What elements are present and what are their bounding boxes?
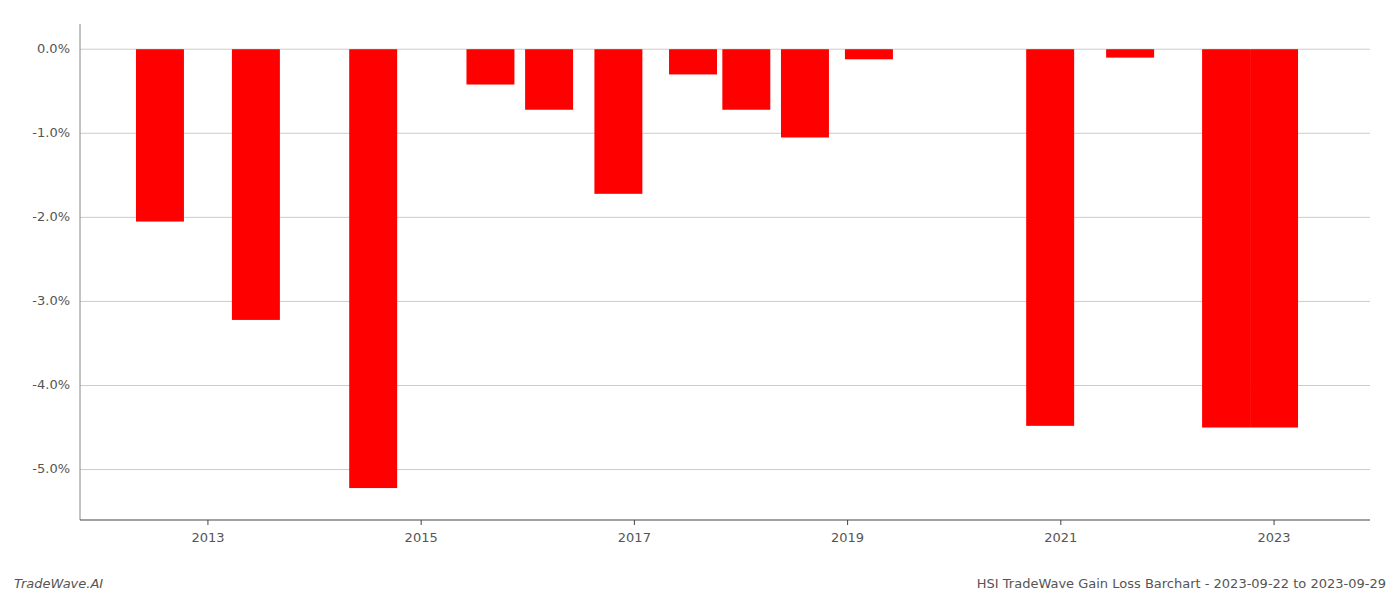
y-tick-label: 0.0% (37, 41, 70, 56)
grid-line (80, 385, 1370, 386)
x-tick-label: 2013 (191, 530, 224, 545)
x-tick (421, 520, 422, 525)
bars (136, 49, 1298, 488)
bar (349, 49, 397, 488)
footer-left: TradeWave.AI (14, 576, 103, 591)
x-tick (1274, 520, 1275, 525)
bar (232, 49, 280, 320)
x-tick-label: 2017 (618, 530, 651, 545)
footer-right: HSI TradeWave Gain Loss Barchart - 2023-… (977, 576, 1386, 591)
x-tick-label: 2019 (831, 530, 864, 545)
bar (525, 49, 573, 110)
bar (669, 49, 717, 74)
y-tick-label: -1.0% (32, 125, 70, 140)
bar (1250, 49, 1298, 427)
bar (722, 49, 770, 110)
x-tick-label: 2023 (1258, 530, 1291, 545)
bar (845, 49, 893, 59)
grid (80, 49, 1370, 469)
x-tick-label: 2021 (1044, 530, 1077, 545)
x-axis: 2013 2015 2017 2019 2021 2023 (80, 520, 1370, 545)
y-tick-label: -3.0% (32, 293, 70, 308)
bar (136, 49, 184, 221)
x-tick (1060, 520, 1061, 525)
x-tick (634, 520, 635, 525)
x-tick (847, 520, 848, 525)
bar (1106, 49, 1154, 57)
y-axis-line (80, 24, 81, 520)
bar (594, 49, 642, 194)
y-axis: 0.0% -1.0% -2.0% -3.0% -4.0% -5.0% (32, 24, 80, 520)
x-tick (207, 520, 208, 525)
bar (781, 49, 829, 137)
bar (1202, 49, 1250, 427)
y-tick-label: -4.0% (32, 377, 70, 392)
bar (1026, 49, 1074, 426)
x-tick-label: 2015 (405, 530, 438, 545)
y-tick-label: -5.0% (32, 461, 70, 476)
bar (466, 49, 514, 84)
x-axis-line (80, 519, 1370, 520)
background (0, 0, 1400, 600)
y-tick-label: -2.0% (32, 209, 70, 224)
chart: 0.0%-1.0%-2.0%-3.0%-4.0%-5.0%20132015201… (0, 0, 1400, 600)
grid-line (80, 469, 1370, 470)
